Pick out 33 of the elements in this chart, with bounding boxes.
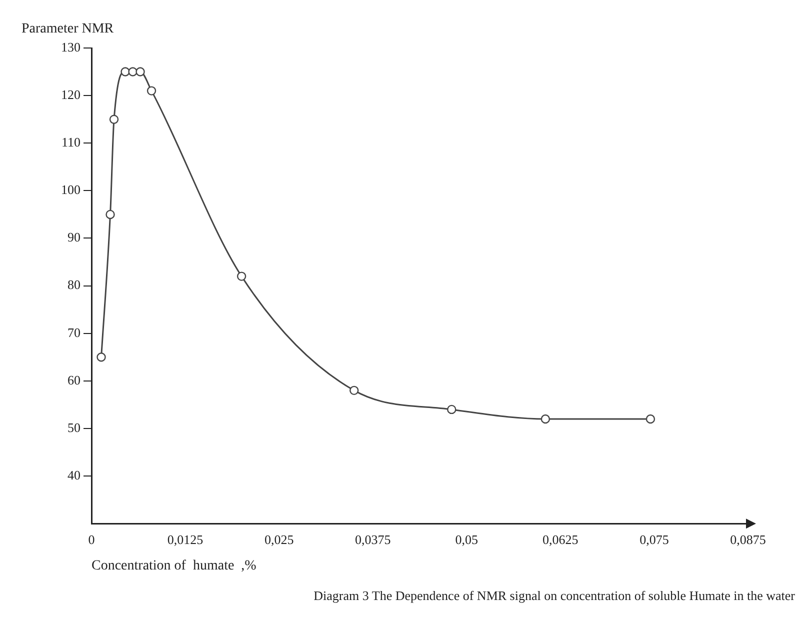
x-tick-label: 0,075	[640, 532, 669, 547]
x-tick-label: 0,025	[264, 532, 294, 547]
y-tick-label: 120	[61, 86, 80, 102]
point	[146, 86, 156, 96]
x-tick-label: 0,0125	[167, 532, 204, 547]
y-tick-label: 110	[61, 134, 80, 150]
y-tick-label: 130	[61, 39, 80, 54]
point	[109, 114, 119, 124]
point	[136, 67, 145, 76]
y-axis-title: Parameter NMR	[22, 22, 114, 37]
y-tick-label: 40	[68, 467, 80, 482]
point	[236, 272, 246, 281]
point	[350, 386, 359, 396]
y-tick-label: 80	[68, 277, 80, 292]
x-tick-label: 0,05	[455, 532, 478, 547]
y-tick-label: 90	[68, 230, 80, 245]
x-tick-label: 0,0625	[542, 532, 578, 547]
point	[128, 67, 138, 76]
point	[646, 414, 656, 424]
x-tick-label: 0	[88, 532, 95, 547]
y-tick-label: 100	[61, 182, 80, 198]
text: Diagram 3 The Dependence of NMR signal on concentration of soluble Humate in the water	[312, 588, 795, 604]
point	[96, 352, 106, 362]
x-tick-label: 0,0875	[730, 532, 766, 547]
y-tick-label: 50	[68, 420, 80, 435]
point	[120, 67, 130, 76]
y-tick-label: 60	[68, 372, 80, 388]
y-tick-label: 70	[68, 324, 80, 340]
x-axis-title: Concentration of humate ,%	[92, 558, 257, 574]
point	[447, 404, 456, 414]
point	[106, 210, 115, 220]
point	[540, 414, 550, 424]
x-tick-label: 0,0375	[354, 532, 391, 547]
